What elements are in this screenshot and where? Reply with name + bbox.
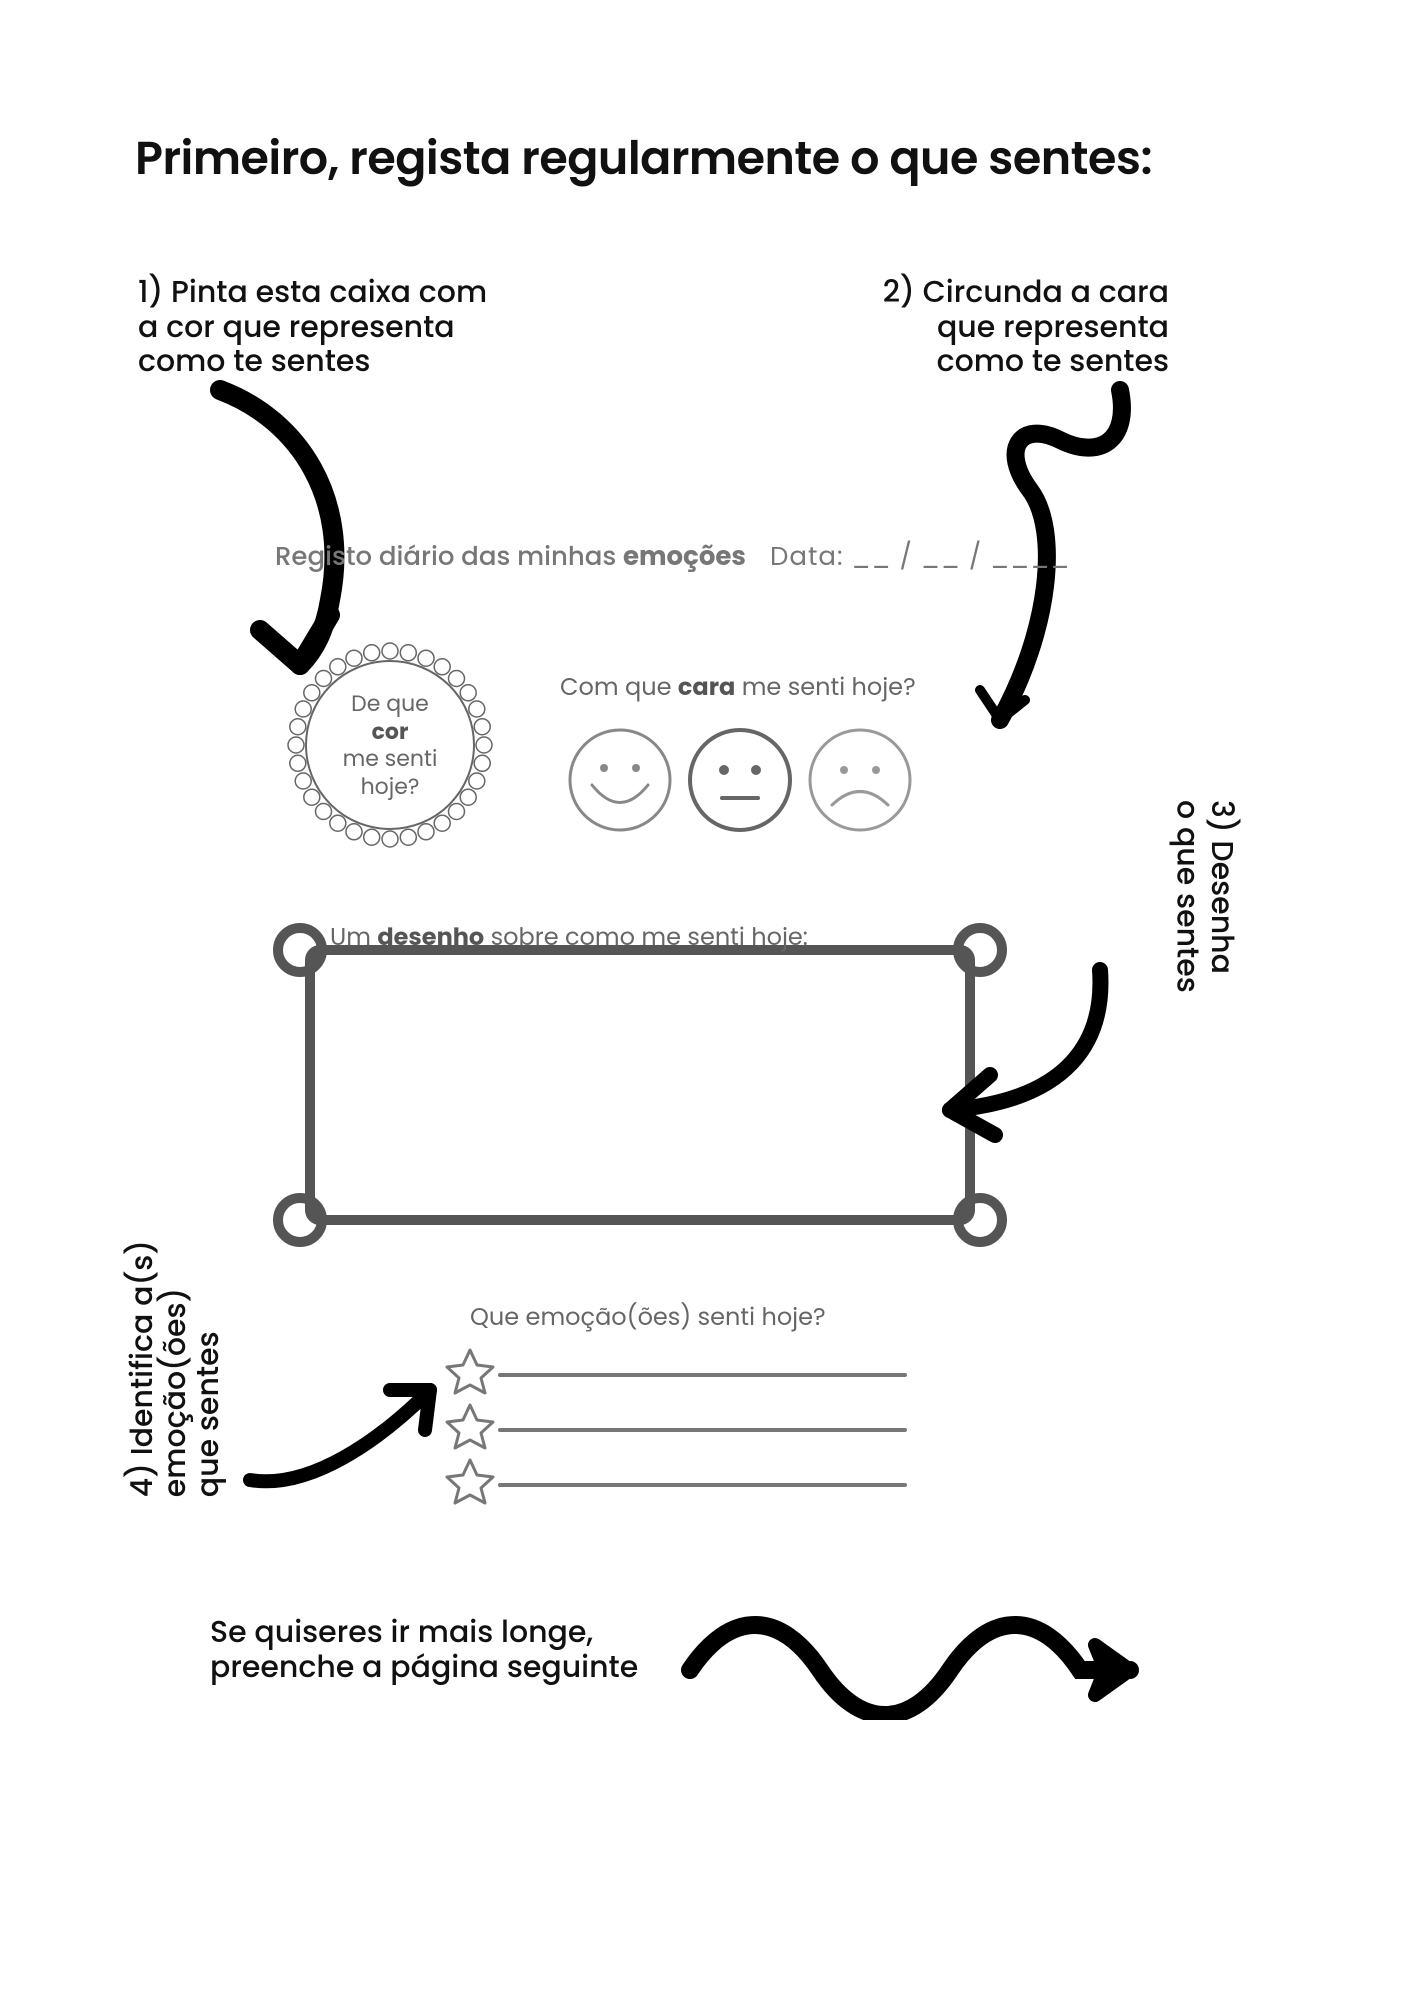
face-sad-icon[interactable] <box>810 730 910 830</box>
emotion-line-3[interactable] <box>447 1460 905 1503</box>
step-3-label: 3) Desenhao que sentes <box>1170 800 1239 993</box>
diary-heading: Registo diário das minhas emoções <box>275 538 746 577</box>
face-happy-icon[interactable] <box>570 730 670 830</box>
footer-text: Se quiseres ir mais longe,preenche a pág… <box>210 1615 638 1684</box>
face-neutral-icon[interactable] <box>690 730 790 830</box>
arrow-step4-icon <box>230 1360 480 1510</box>
color-badge[interactable]: De que cor me senti hoje? <box>285 640 495 850</box>
drawing-label: Um desenho sobre como me senti hoje: <box>330 920 808 955</box>
emotions-question: Que emoção(ões) senti hoje? <box>470 1300 826 1335</box>
emotion-line-1[interactable] <box>447 1350 905 1393</box>
wavy-arrow-icon <box>680 1600 1180 1720</box>
date-field[interactable]: Data: __ / __ / ____ <box>770 538 1070 577</box>
face-question: Com que cara me senti hoje? <box>560 670 916 705</box>
step-1-label: 1) Pinta esta caixa coma cor que represe… <box>138 275 487 379</box>
step-2-label: 2) Circunda a caraque representacomo te … <box>883 275 1169 379</box>
arrow-step3-icon <box>870 960 1130 1160</box>
step-4-label: 4) Identifica a(s)emoção(ões)que sentes <box>125 1240 224 1497</box>
emotion-lines[interactable] <box>445 1340 925 1517</box>
color-badge-text: De que cor me senti hoje? <box>338 690 443 800</box>
faces-row <box>560 720 920 840</box>
emotion-line-2[interactable] <box>447 1405 905 1448</box>
page-title: Primeiro, regista regularmente o que sen… <box>135 125 1152 194</box>
